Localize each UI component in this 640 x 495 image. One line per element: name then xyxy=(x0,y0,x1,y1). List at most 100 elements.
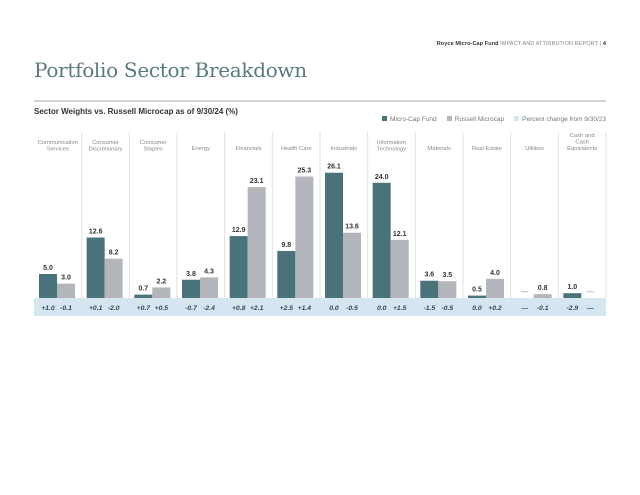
change-label: 0.0 xyxy=(377,305,387,312)
legend-label: Russell Microcap xyxy=(454,116,505,123)
change-label: +2.1 xyxy=(250,305,264,312)
value-label: 1.0 xyxy=(567,284,577,291)
value-label: 8.2 xyxy=(109,250,119,257)
change-label: 0.0 xyxy=(472,305,482,312)
fund-bar xyxy=(277,250,296,298)
value-label: 13.6 xyxy=(345,224,359,231)
category-label: Financials xyxy=(235,146,261,152)
category-label: Technology xyxy=(377,147,406,153)
legend-fund: Micro-Cap Fund xyxy=(382,116,437,123)
value-label: 4.3 xyxy=(204,268,214,275)
category-label: Materials xyxy=(427,146,451,152)
fund-name: Royce Micro-Cap Fund xyxy=(436,41,499,47)
category-label: Services xyxy=(47,147,69,153)
change-label: -2.0 xyxy=(108,305,120,312)
fund-bar xyxy=(420,280,439,298)
change-label: -0.5 xyxy=(346,305,358,312)
value-label: 0.7 xyxy=(138,286,148,293)
value-label: 3.6 xyxy=(424,272,434,279)
divider xyxy=(34,100,606,102)
fund-bar xyxy=(86,237,105,298)
category-label: Utilities xyxy=(525,146,544,152)
legend-swatch xyxy=(514,116,520,121)
russell-bar xyxy=(390,239,409,298)
legend-swatch xyxy=(446,116,452,121)
russell-bar xyxy=(343,232,361,298)
page-title: Portfolio Sector Breakdown xyxy=(34,58,307,82)
category-label: Consumer xyxy=(92,140,119,146)
page-number: 4 xyxy=(602,41,606,47)
legend-label: Percent change from 9/30/23 xyxy=(522,116,606,123)
legend-swatch xyxy=(382,116,388,121)
russell-bar xyxy=(486,278,504,298)
change-label: +0.1 xyxy=(89,305,103,312)
category-label: Consumer xyxy=(140,140,167,146)
change-label: -0.1 xyxy=(537,305,549,312)
legend-russell: Russell Microcap xyxy=(446,116,505,123)
value-label: — xyxy=(587,289,594,296)
change-label: +0.8 xyxy=(232,305,246,312)
russell-bar xyxy=(438,281,457,298)
russell-bar xyxy=(200,277,218,298)
change-label: — xyxy=(586,305,594,312)
value-label: 12.6 xyxy=(89,229,103,236)
russell-bar xyxy=(533,294,552,298)
report-name: IMPACT AND ATTRIBUTION REPORT xyxy=(500,41,599,47)
change-label: -2.4 xyxy=(203,305,215,312)
fund-bar xyxy=(325,172,343,298)
value-label: 4.0 xyxy=(490,270,500,277)
category-label: Industrials xyxy=(331,146,358,152)
value-label: 24.0 xyxy=(375,174,389,181)
category-label: Real Estate xyxy=(472,146,502,152)
value-label: 23.1 xyxy=(250,178,264,185)
fund-bar xyxy=(563,293,582,298)
fund-bar xyxy=(39,274,57,298)
value-label: 3.5 xyxy=(442,272,452,279)
change-label: -0.7 xyxy=(185,305,198,312)
separator: | xyxy=(599,41,602,47)
change-label: — xyxy=(520,305,528,312)
change-label: -0.1 xyxy=(60,305,72,312)
russell-bar xyxy=(57,283,75,298)
value-label: — xyxy=(521,289,528,296)
category-label: Equivalents xyxy=(567,146,597,152)
value-label: 26.1 xyxy=(327,164,341,171)
fund-bar xyxy=(134,294,153,298)
change-label: -0.5 xyxy=(441,305,453,312)
change-label: +2.5 xyxy=(280,305,294,312)
legend: Micro-Cap Fund Russell Microcap Percent … xyxy=(382,116,606,123)
value-label: 9.8 xyxy=(281,242,291,249)
value-label: 3.0 xyxy=(61,275,71,282)
value-label: 2.2 xyxy=(156,278,166,285)
chart-title: Sector Weights vs. Russell Microcap as o… xyxy=(34,107,238,116)
value-label: 12.1 xyxy=(393,231,407,238)
change-label: +0.2 xyxy=(488,305,502,312)
category-label: Energy xyxy=(192,146,210,152)
fund-bar xyxy=(229,236,248,298)
russell-bar xyxy=(247,187,266,298)
change-label: +0.7 xyxy=(137,305,152,312)
value-label: 0.8 xyxy=(538,285,548,292)
running-header: Royce Micro-Cap Fund IMPACT AND ATTRIBUT… xyxy=(437,41,606,47)
russell-bar xyxy=(104,258,123,298)
change-label: 0.0 xyxy=(329,305,339,312)
legend-label: Micro-Cap Fund xyxy=(390,116,437,123)
category-label: Information xyxy=(377,140,406,146)
change-label: +1.4 xyxy=(298,305,312,312)
change-strip xyxy=(34,298,606,316)
fund-bar xyxy=(182,279,200,298)
category-label: Discretionary xyxy=(89,147,123,153)
value-label: 3.8 xyxy=(186,271,196,278)
value-label: 12.9 xyxy=(232,227,246,234)
value-label: 0.5 xyxy=(472,287,482,294)
change-label: +1.5 xyxy=(393,305,407,312)
fund-bar xyxy=(372,182,391,298)
category-label: Staples xyxy=(143,147,162,153)
change-label: +1.0 xyxy=(41,305,55,312)
category-label: Health Care xyxy=(281,146,312,152)
change-label: +0.5 xyxy=(155,305,169,312)
category-label: Cash xyxy=(575,140,589,146)
russell-bar xyxy=(295,176,314,298)
